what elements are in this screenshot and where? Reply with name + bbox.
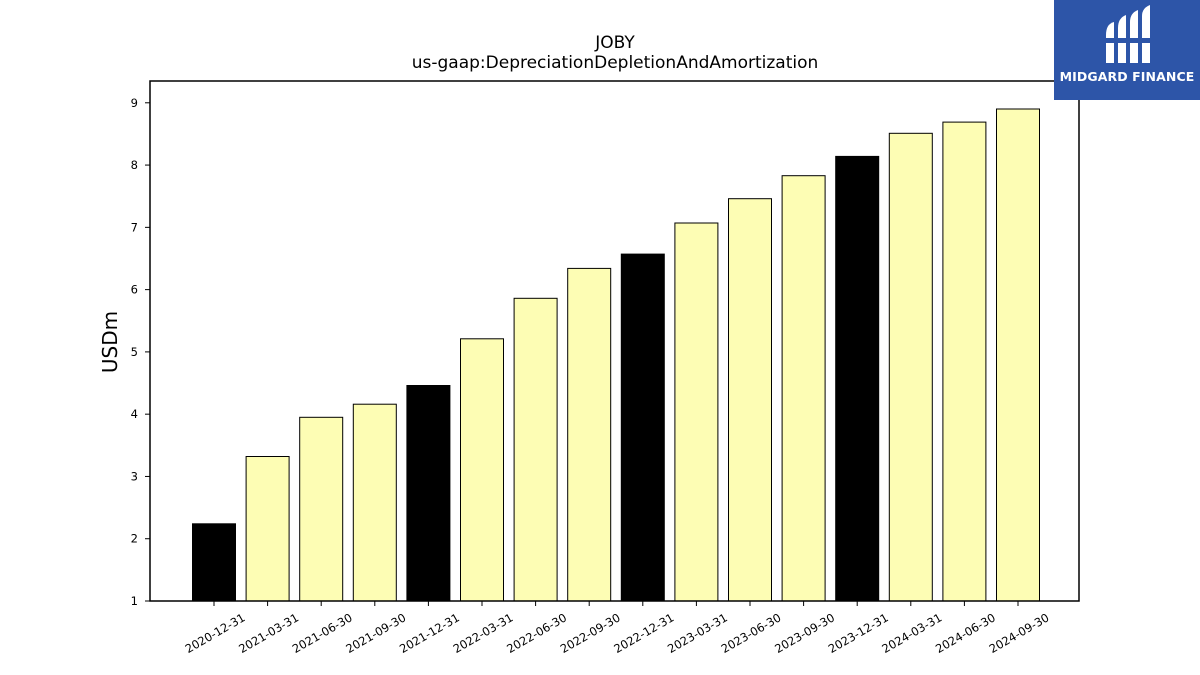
x-tick-label: 2022-12-31: [611, 610, 676, 656]
x-ticks-group: 2020-12-312021-03-312021-06-302021-09-30…: [183, 601, 1052, 656]
bars-group: [192, 108, 1040, 602]
x-tick-label: 2024-03-31: [879, 610, 944, 656]
bar-2024-03-31: [888, 132, 933, 602]
y-tick-label: 2: [131, 532, 138, 546]
bar-2021-12-31: [406, 385, 451, 602]
bar-2024-06-30: [942, 121, 987, 602]
x-tick-label: 2023-06-30: [719, 610, 784, 656]
x-tick-label: 2021-06-30: [290, 610, 355, 656]
chart-subtitle: us-gaap:DepreciationDepletionAndAmortiza…: [412, 53, 819, 73]
x-tick-label: 2024-06-30: [933, 610, 998, 656]
plot-frame: [149, 80, 1080, 602]
x-tick-label: 2022-06-30: [504, 610, 569, 656]
bar-2024-09-30: [996, 108, 1040, 602]
y-ticks-group: 1 2 3 4 5 6 7 8 9: [131, 96, 150, 608]
bar-2021-09-30: [352, 403, 397, 602]
bar-2022-06-30: [513, 297, 558, 602]
bar-2022-09-30: [567, 267, 612, 602]
y-tick-label: 3: [131, 469, 138, 483]
midgard-finance-logo: MIDGARD FINANCE: [1054, 0, 1200, 100]
bar-2022-03-31: [460, 338, 504, 602]
logo-text: MIDGARD FINANCE: [1059, 69, 1195, 84]
y-tick-label: 9: [131, 96, 138, 110]
x-tick-label: 2023-12-31: [826, 610, 891, 656]
bar-2023-09-30: [781, 175, 826, 602]
bar-2021-06-30: [299, 416, 344, 602]
bar-2023-03-31: [674, 222, 719, 602]
y-tick-label: 5: [131, 345, 138, 359]
y-axis-label: USDm: [98, 311, 122, 373]
x-tick-label: 2022-03-31: [451, 610, 516, 656]
x-tick-label: 2021-12-31: [397, 610, 462, 656]
y-tick-label: 1: [131, 594, 138, 608]
bar-2023-06-30: [728, 198, 772, 602]
y-tick-label: 6: [131, 283, 138, 297]
bar-2023-12-31: [835, 155, 880, 602]
bar-2021-03-31: [245, 456, 290, 602]
x-tick-label: 2023-03-31: [665, 610, 730, 656]
x-tick-label: 2024-09-30: [987, 610, 1052, 656]
x-tick-label: 2022-09-30: [558, 610, 623, 656]
x-tick-label: 2021-09-30: [343, 610, 408, 656]
y-tick-label: 7: [131, 220, 138, 234]
chart-title: JOBY: [594, 33, 635, 53]
bar-2022-12-31: [620, 253, 665, 602]
midgard-logo-icon: [1106, 5, 1150, 63]
y-tick-label: 8: [131, 158, 138, 172]
y-tick-label: 4: [131, 407, 138, 421]
bar-2020-12-31: [192, 523, 236, 602]
x-tick-label: 2023-09-30: [772, 610, 837, 656]
x-tick-label: 2021-03-31: [236, 610, 301, 656]
x-tick-label: 2020-12-31: [183, 610, 248, 656]
